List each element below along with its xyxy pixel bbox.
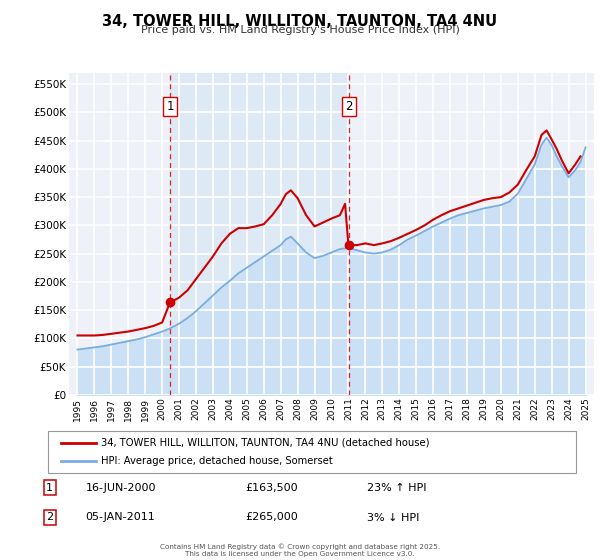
Text: 23% ↑ HPI: 23% ↑ HPI xyxy=(367,483,427,493)
Text: Price paid vs. HM Land Registry's House Price Index (HPI): Price paid vs. HM Land Registry's House … xyxy=(140,25,460,35)
Text: 2: 2 xyxy=(345,100,352,113)
Text: 1: 1 xyxy=(46,483,53,493)
Text: 05-JAN-2011: 05-JAN-2011 xyxy=(86,512,155,522)
Text: £265,000: £265,000 xyxy=(246,512,299,522)
Text: 3% ↓ HPI: 3% ↓ HPI xyxy=(367,512,419,522)
Text: 16-JUN-2000: 16-JUN-2000 xyxy=(86,483,156,493)
Text: Contains HM Land Registry data © Crown copyright and database right 2025.
This d: Contains HM Land Registry data © Crown c… xyxy=(160,544,440,557)
Bar xyxy=(170,73,349,395)
Text: 34, TOWER HILL, WILLITON, TAUNTON, TA4 4NU (detached house): 34, TOWER HILL, WILLITON, TAUNTON, TA4 4… xyxy=(101,438,430,448)
Text: £163,500: £163,500 xyxy=(246,483,298,493)
Text: 34, TOWER HILL, WILLITON, TAUNTON, TA4 4NU: 34, TOWER HILL, WILLITON, TAUNTON, TA4 4… xyxy=(103,14,497,29)
Text: 2: 2 xyxy=(46,512,53,522)
Text: 1: 1 xyxy=(166,100,173,113)
Text: HPI: Average price, detached house, Somerset: HPI: Average price, detached house, Some… xyxy=(101,456,332,466)
